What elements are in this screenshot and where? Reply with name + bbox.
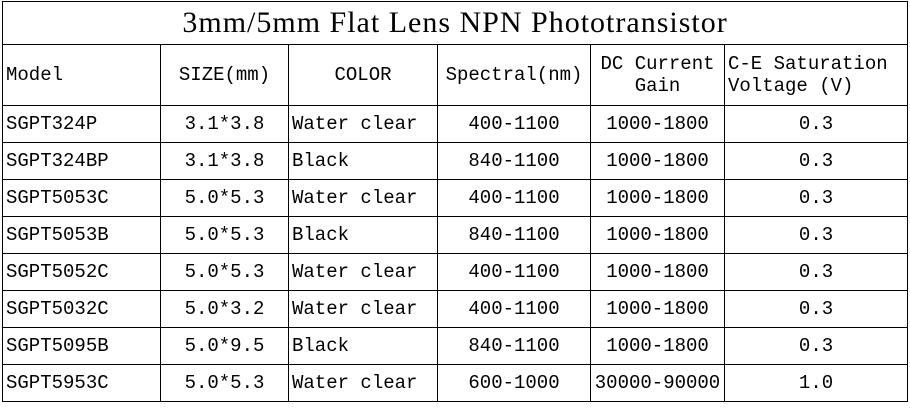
table-cell: 5.0*5.3 — [160, 364, 289, 402]
table-row: SGPT5953C 5.0*5.3 Water clear 600-1000 30000… — [2, 364, 909, 402]
table-cell: 1000-1800 — [590, 179, 725, 217]
table-cell: SGPT324P — [2, 105, 161, 143]
table-cell: 1000-1800 — [590, 253, 725, 291]
table-cell: 0.3 — [723, 142, 909, 180]
table-cell: 5.0*5.3 — [160, 253, 289, 291]
table-cell: 400-1100 — [437, 105, 591, 143]
table-cell: 5.0*5.3 — [160, 216, 289, 254]
table-cell: SGPT5053B — [2, 216, 161, 254]
table-row: SGPT324BP 3.1*3.8 Black 840-1100 1000-1800 0.… — [2, 142, 909, 180]
table-row: SGPT5053B 5.0*5.3 Black 840-1100 1000-1800 0.… — [2, 216, 909, 254]
table-cell: 0.3 — [723, 105, 909, 143]
table-cell: SGPT324BP — [2, 142, 161, 180]
table-cell: 5.0*9.5 — [160, 327, 289, 365]
table-row: SGPT324P 3.1*3.8 Water clear 400-1100 1000-1… — [2, 105, 909, 143]
table-row: SGPT5053C 5.0*5.3 Water clear 400-1100 1000-… — [2, 179, 909, 217]
column-header: Spectral(nm) — [437, 44, 591, 106]
table-cell: 5.0*3.2 — [160, 290, 289, 328]
table-row: SGPT5095B 5.0*9.5 Black 840-1100 1000-1800 0.… — [2, 327, 909, 365]
table-cell: Water clear — [288, 290, 438, 328]
table-cell: 0.3 — [723, 290, 909, 328]
table-cell: SGPT5032C — [2, 290, 161, 328]
table-cell: 400-1100 — [437, 253, 591, 291]
column-header: C-E Saturation Voltage (V) — [723, 44, 909, 106]
table-row: SGPT5032C 5.0*3.2 Water clear 400-1100 1000-… — [2, 290, 909, 328]
table-cell: 1000-1800 — [590, 216, 725, 254]
table-cell: SGPT5052C — [2, 253, 161, 291]
column-header: SIZE(mm) — [160, 44, 289, 106]
table-cell: 1000-1800 — [590, 142, 725, 180]
table-cell: 840-1100 — [437, 142, 591, 180]
table-cell: 1000-1800 — [590, 327, 725, 365]
table-cell: SGPT5095B — [2, 327, 161, 365]
table-cell: SGPT5053C — [2, 179, 161, 217]
table-cell: 3.1*3.8 — [160, 105, 289, 143]
table-cell: 0.3 — [723, 253, 909, 291]
table-cell: 400-1100 — [437, 290, 591, 328]
table-cell: SGPT5953C — [2, 364, 161, 402]
table-cell: 1.0 — [723, 364, 909, 402]
table-title: 3mm/5mm Flat Lens NPN Phototransistor — [1, 1, 909, 45]
table-cell: Water clear — [288, 364, 438, 402]
table-cell: 0.3 — [723, 216, 909, 254]
table-cell: Black — [288, 142, 438, 180]
table-cell: Water clear — [288, 253, 438, 291]
column-header: DC Current Gain — [590, 44, 725, 106]
table-cell: 1000-1800 — [590, 290, 725, 328]
column-header: Model — [2, 44, 161, 106]
table-cell: 840-1100 — [437, 327, 591, 365]
table-cell: 400-1100 — [437, 179, 591, 217]
column-header: COLOR — [288, 44, 438, 106]
table-cell: Water clear — [288, 179, 438, 217]
table-cell: 3.1*3.8 — [160, 142, 289, 180]
table-cell: 840-1100 — [437, 216, 591, 254]
table-cell: 1000-1800 — [590, 105, 725, 143]
table-cell: Black — [288, 327, 438, 365]
table-cell: 600-1000 — [437, 364, 591, 402]
table-cell: Water clear — [288, 105, 438, 143]
table-row: SGPT5052C 5.0*5.3 Water clear 400-1100 1000-… — [2, 253, 909, 291]
table-cell: 5.0*5.3 — [160, 179, 289, 217]
table-cell: 0.3 — [723, 179, 909, 217]
table-cell: Black — [288, 216, 438, 254]
table-cell: 0.3 — [723, 327, 909, 365]
table-cell: 30000-90000 — [590, 364, 725, 402]
spec-table: 3mm/5mm Flat Lens NPN Phototransistor Mo… — [1, 1, 909, 402]
